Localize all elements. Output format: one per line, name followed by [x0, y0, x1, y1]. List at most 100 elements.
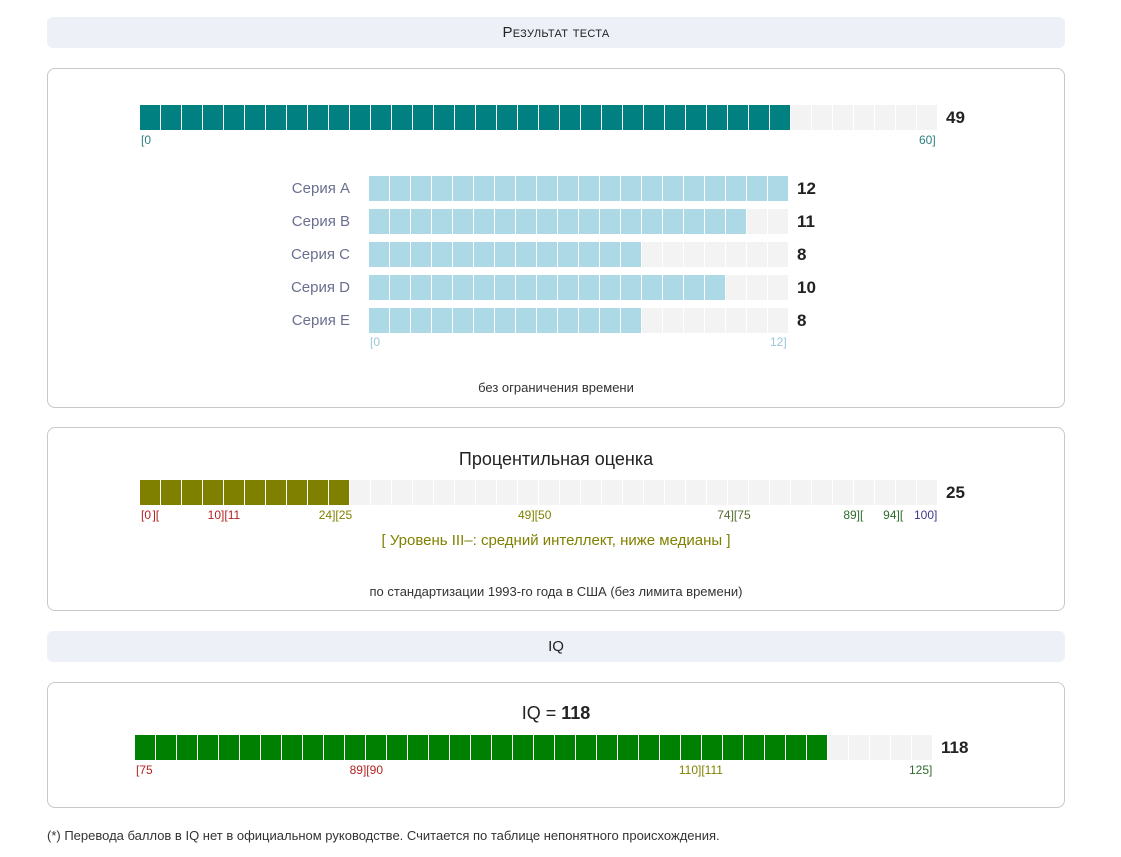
- bar-segment: [747, 176, 767, 201]
- bar-segment: [644, 105, 664, 130]
- bar-segment: [621, 242, 641, 267]
- bar-segment: [642, 275, 662, 300]
- bar-segment: [681, 735, 701, 760]
- result-header: Результат теста: [47, 17, 1065, 48]
- bar-segment: [287, 480, 307, 505]
- bar-segment: [474, 242, 494, 267]
- bar-segment: [177, 735, 197, 760]
- bar-segment: [224, 480, 244, 505]
- bar-segment: [555, 735, 575, 760]
- bar-segment: [161, 105, 181, 130]
- bar-segment: [135, 735, 155, 760]
- bar-segment: [369, 209, 389, 234]
- bar-segment: [912, 735, 932, 760]
- series-label: Серия E: [291, 312, 350, 329]
- bar-segment: [474, 308, 494, 333]
- bar-segment: [390, 275, 410, 300]
- iq-panel: IQ = 118 118 [75 89][90 110][111 125]: [47, 682, 1065, 808]
- bar-segment: [539, 480, 559, 505]
- bar-segment: [432, 242, 452, 267]
- bar-segment: [891, 735, 911, 760]
- bar-segment: [623, 105, 643, 130]
- bar-segment: [600, 275, 620, 300]
- bar-segment: [600, 176, 620, 201]
- bar-segment: [870, 735, 890, 760]
- bar-segment: [770, 105, 790, 130]
- bar-segment: [728, 105, 748, 130]
- bar-segment: [600, 209, 620, 234]
- bar-segment: [749, 105, 769, 130]
- bar-segment: [261, 735, 281, 760]
- bar-segment: [917, 480, 937, 505]
- bar-segment: [791, 105, 811, 130]
- bar-segment: [495, 176, 515, 201]
- bar-segment: [411, 176, 431, 201]
- total-score-bar: [140, 105, 937, 130]
- bar-segment: [474, 176, 494, 201]
- bar-segment: [854, 480, 874, 505]
- bar-segment: [516, 209, 536, 234]
- bar-segment: [350, 480, 370, 505]
- bar-segment: [744, 735, 764, 760]
- bar-segment: [558, 275, 578, 300]
- scale-tick: 49][50: [518, 508, 552, 522]
- bar-segment: [240, 735, 260, 760]
- bar-segment: [812, 105, 832, 130]
- bar-segment: [537, 242, 557, 267]
- bar-segment: [450, 735, 470, 760]
- bar-segment: [434, 480, 454, 505]
- bar-segment: [747, 275, 767, 300]
- bar-segment: [644, 480, 664, 505]
- bar-segment: [537, 176, 557, 201]
- scale-tick: 74][75: [717, 508, 751, 522]
- bar-segment: [369, 242, 389, 267]
- bar-segment: [663, 275, 683, 300]
- bar-segment: [413, 480, 433, 505]
- footnote: (*) Перевода баллов в IQ нет в официальн…: [47, 828, 720, 843]
- scale-tick: ][: [152, 508, 160, 522]
- bar-segment: [539, 105, 559, 130]
- iq-bar: [135, 735, 932, 760]
- total-tick-max: 60]: [919, 133, 936, 147]
- bar-segment: [854, 105, 874, 130]
- scale-tick: 94][: [883, 508, 904, 522]
- bar-segment: [684, 275, 704, 300]
- bar-segment: [705, 242, 725, 267]
- bar-segment: [369, 275, 389, 300]
- bar-segment: [308, 105, 328, 130]
- bar-segment: [245, 480, 265, 505]
- bar-segment: [453, 242, 473, 267]
- total-tick-min: [0: [141, 133, 152, 147]
- iq-title-value: 118: [561, 703, 591, 723]
- bar-segment: [621, 308, 641, 333]
- bar-segment: [495, 242, 515, 267]
- scale-tick: 110][111: [678, 763, 723, 777]
- bar-segment: [455, 480, 475, 505]
- bar-segment: [537, 275, 557, 300]
- bar-segment: [390, 209, 410, 234]
- bar-segment: [350, 105, 370, 130]
- series-value: 11: [797, 212, 815, 231]
- bar-segment: [203, 480, 223, 505]
- bar-segment: [392, 480, 412, 505]
- bar-segment: [390, 176, 410, 201]
- bar-segment: [600, 242, 620, 267]
- bar-segment: [726, 176, 746, 201]
- bar-segment: [287, 105, 307, 130]
- bar-segment: [705, 308, 725, 333]
- bar-segment: [497, 105, 517, 130]
- time-note: без ограничения времени: [478, 380, 634, 395]
- bar-segment: [791, 480, 811, 505]
- bar-segment: [828, 735, 848, 760]
- bar-segment: [474, 209, 494, 234]
- bar-segment: [534, 735, 554, 760]
- bar-segment: [621, 176, 641, 201]
- bar-segment: [558, 176, 578, 201]
- bar-segment: [495, 308, 515, 333]
- bar-segment: [455, 105, 475, 130]
- series-bar: [369, 275, 788, 300]
- bar-segment: [432, 176, 452, 201]
- bar-segment: [413, 105, 433, 130]
- bar-segment: [579, 242, 599, 267]
- bar-segment: [432, 308, 452, 333]
